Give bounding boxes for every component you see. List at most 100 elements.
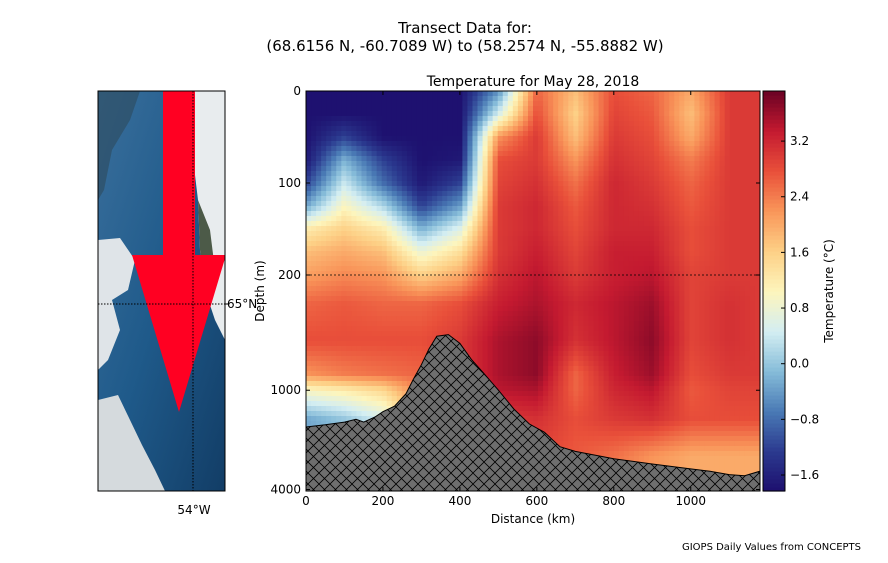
heatmap-cell: [548, 236, 554, 242]
heatmap-cell: [522, 281, 529, 287]
heatmap-cell: [437, 251, 443, 257]
heatmap-cell: [336, 331, 342, 337]
heatmap-cell: [633, 136, 640, 142]
heatmap-cell: [749, 271, 756, 277]
heatmap-cell: [437, 236, 443, 242]
heatmap-cell: [734, 236, 741, 242]
heatmap-cell: [366, 356, 373, 362]
heatmap-cell: [563, 106, 569, 112]
heatmap-cell: [336, 136, 342, 142]
heatmap-cell: [578, 231, 585, 237]
heatmap-cell: [381, 261, 388, 267]
heatmap-cell: [684, 251, 690, 257]
heatmap-cell: [442, 111, 448, 117]
heatmap-cell: [608, 321, 615, 327]
heatmap-cell: [598, 151, 605, 157]
heatmap-cell: [608, 311, 615, 317]
heatmap-cell: [548, 121, 554, 127]
heatmap-cell: [548, 186, 554, 192]
heatmap-cell: [321, 226, 327, 232]
heatmap-cell: [649, 151, 655, 157]
heatmap-cell: [628, 361, 635, 367]
heatmap-cell: [548, 221, 554, 227]
heatmap-cell: [487, 226, 494, 232]
heatmap-cell: [306, 306, 312, 312]
heatmap-cell: [578, 106, 585, 112]
heatmap-cell: [669, 166, 675, 172]
heatmap-cell: [568, 196, 574, 202]
heatmap-cell: [462, 91, 469, 97]
heatmap-cell: [376, 96, 383, 102]
heatmap-cell: [477, 241, 484, 247]
heatmap-cell: [326, 176, 332, 182]
heatmap-cell: [608, 221, 615, 227]
heatmap-cell: [331, 236, 337, 242]
heatmap-cell: [351, 161, 358, 167]
heatmap-cell: [467, 101, 474, 107]
heatmap-cell: [336, 321, 342, 327]
heatmap-cell: [391, 156, 398, 162]
heatmap-cell: [416, 181, 423, 187]
heatmap-cell: [457, 121, 463, 127]
heatmap-cell: [406, 361, 413, 367]
heatmap-cell: [507, 146, 514, 152]
heatmap-cell: [638, 211, 645, 217]
heatmap-cell: [613, 116, 620, 122]
heatmap-cell: [568, 131, 574, 137]
heatmap-cell: [432, 121, 438, 127]
heatmap-cell: [659, 256, 665, 262]
heatmap-cell: [336, 266, 342, 272]
heatmap-cell: [346, 336, 352, 342]
heatmap-cell: [467, 131, 474, 137]
heatmap-cell: [563, 291, 569, 297]
heatmap-cell: [331, 291, 337, 297]
heatmap-cell: [432, 106, 438, 112]
heatmap-cell: [729, 196, 736, 202]
heatmap-cell: [684, 211, 690, 217]
heatmap-cell: [507, 361, 514, 367]
heatmap-cell: [533, 211, 539, 217]
heatmap-cell: [477, 191, 484, 197]
heatmap-cell: [492, 221, 499, 227]
heatmap-cell: [361, 206, 368, 212]
heatmap-cell: [437, 261, 443, 267]
heatmap-cell: [482, 296, 489, 302]
heatmap-cell: [739, 266, 746, 272]
heatmap-cell: [422, 91, 428, 97]
heatmap-cell: [598, 341, 605, 347]
heatmap-cell: [618, 301, 625, 307]
heatmap-cell: [346, 231, 352, 237]
heatmap-cell: [623, 276, 630, 282]
heatmap-cell: [401, 286, 408, 292]
heatmap-cell: [689, 256, 696, 262]
heatmap-cell: [396, 351, 403, 357]
heatmap-cell: [638, 146, 645, 152]
heatmap-cell: [543, 101, 549, 107]
heatmap-cell: [664, 306, 670, 312]
heatmap-cell: [638, 296, 645, 302]
heatmap-cell: [336, 326, 342, 332]
heatmap-cell: [729, 361, 736, 367]
heatmap-cell: [654, 251, 660, 257]
heatmap-cell: [462, 256, 469, 262]
heatmap-cell: [512, 176, 519, 182]
heatmap-cell: [386, 121, 393, 127]
heatmap-cell: [502, 351, 509, 357]
heatmap-cell: [527, 211, 534, 217]
heatmap-cell: [603, 141, 610, 147]
heatmap-cell: [669, 91, 675, 97]
heatmap-cell: [643, 116, 650, 122]
heatmap-cell: [563, 186, 569, 192]
heatmap-cell: [502, 156, 509, 162]
heatmap-cell: [356, 161, 363, 167]
heatmap-cell: [376, 331, 383, 337]
heatmap-cell: [709, 256, 716, 262]
heatmap-cell: [749, 126, 756, 132]
heatmap-cell: [618, 161, 625, 167]
heatmap-cell: [346, 356, 352, 362]
heatmap-cell: [416, 261, 423, 267]
heatmap-cell: [396, 276, 403, 282]
heatmap-cell: [588, 306, 595, 312]
heatmap-cell: [351, 196, 358, 202]
heatmap-cell: [361, 241, 368, 247]
